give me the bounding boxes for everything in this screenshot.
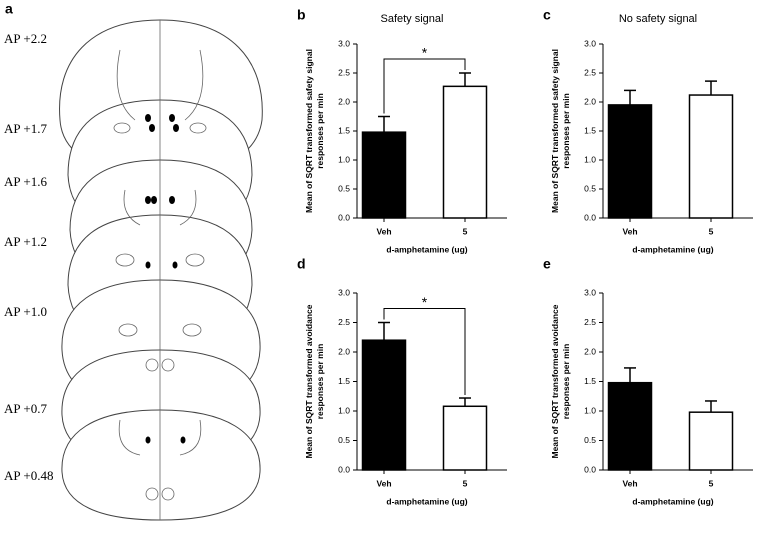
x-axis-label: d-amphetamine (ug) [386, 496, 467, 506]
section-label: AP +0.7 [4, 401, 47, 416]
bar [607, 381, 653, 471]
panel-label: d [297, 256, 306, 272]
section-label: AP +1.0 [4, 304, 47, 319]
y-tick-label: 1.0 [338, 154, 350, 164]
y-tick-label: 1.5 [338, 125, 350, 135]
y-tick-label: 2.5 [338, 317, 350, 327]
y-axis-label-line: Mean of SQRT transformed safety signal [304, 49, 314, 213]
y-axis-label: Mean of SQRT transformed avoidancerespon… [304, 304, 325, 458]
y-axis-label-line: Mean of SQRT transformed safety signal [550, 49, 560, 213]
panel-label: e [543, 256, 551, 272]
bar [442, 405, 488, 471]
y-tick-label: 1.5 [584, 125, 596, 135]
y-axis-label-line: Mean of SQRT transformed avoidance [550, 304, 560, 458]
significance-label: * [422, 45, 428, 61]
y-tick-label: 1.5 [584, 376, 596, 386]
y-tick-label: 3.0 [338, 287, 350, 297]
y-tick-label: 3.0 [584, 287, 596, 297]
y-tick-label: 1.0 [584, 405, 596, 415]
y-tick-label: 0.0 [584, 212, 596, 222]
y-tick-label: 3.0 [584, 38, 596, 48]
x-tick-label: 5 [709, 478, 714, 488]
chart: d 0.0 0.5 1.0 1.5 2.0 2.5 3.0 Mean of SQRT trans… [297, 256, 507, 506]
brain-atlas [59, 19, 263, 521]
bar [442, 85, 488, 219]
panel-label: b [297, 7, 306, 23]
panel-label: a [5, 1, 13, 17]
y-axis-label: Mean of SQRT transformed safety signalre… [550, 49, 571, 213]
significance-label: * [422, 294, 428, 310]
x-axis-label: d-amphetamine (ug) [386, 244, 467, 254]
y-tick-label: 2.5 [584, 67, 596, 77]
y-tick-label: 2.0 [338, 346, 350, 356]
bar [688, 411, 734, 471]
bar [688, 94, 734, 219]
y-tick-label: 1.5 [338, 376, 350, 386]
section-label: AP +1.7 [4, 121, 47, 136]
y-tick-label: 0.0 [338, 212, 350, 222]
y-axis-label-line: responses per min [561, 344, 571, 420]
chart-title: No safety signal [619, 13, 697, 25]
x-tick-label: Veh [376, 478, 391, 488]
significance-bracket [383, 308, 466, 396]
chart-title: Safety signal [381, 13, 444, 25]
x-tick-label: Veh [622, 478, 637, 488]
x-tick-label: 5 [463, 226, 468, 236]
section-label: AP +1.2 [4, 234, 47, 249]
x-axis-label: d-amphetamine (ug) [632, 496, 713, 506]
bar [361, 339, 407, 471]
x-tick-label: Veh [376, 226, 391, 236]
section-label: AP +0.48 [4, 468, 53, 483]
y-tick-label: 0.0 [338, 464, 350, 474]
chart: b Safety signal 0.0 0.5 1.0 1.5 2.0 2.5 3.0 Mean … [297, 7, 507, 254]
y-tick-label: 2.5 [338, 67, 350, 77]
x-tick-label: 5 [463, 478, 468, 488]
y-axis-label-line: responses per min [561, 93, 571, 169]
significance-bracket [383, 58, 466, 114]
y-tick-label: 0.0 [584, 464, 596, 474]
y-tick-label: 2.0 [584, 96, 596, 106]
y-axis-label: Mean of SQRT transformed safety signalre… [304, 49, 325, 213]
x-tick-label: 5 [709, 226, 714, 236]
y-tick-label: 2.0 [584, 346, 596, 356]
y-axis-label-line: responses per min [315, 93, 325, 169]
y-tick-label: 0.5 [584, 183, 596, 193]
y-tick-label: 1.0 [584, 154, 596, 164]
section-label: AP +1.6 [4, 174, 47, 189]
chart: e 0.0 0.5 1.0 1.5 2.0 2.5 3.0 Mean of SQRT trans… [543, 256, 753, 506]
chart: c No safety signal 0.0 0.5 1.0 1.5 2.0 2.5 3.0 Me… [543, 7, 753, 254]
y-axis-label-line: responses per min [315, 344, 325, 420]
section-label: AP +2.2 [4, 31, 47, 46]
y-tick-label: 1.0 [338, 405, 350, 415]
y-axis-label-line: Mean of SQRT transformed avoidance [304, 304, 314, 458]
panel-label: c [543, 7, 551, 23]
section-labels: AP +2.2 AP +1.7 AP +1.6 AP +1.2 AP +1.0 AP +0… [4, 31, 53, 483]
y-tick-label: 0.5 [338, 435, 350, 445]
y-tick-label: 3.0 [338, 38, 350, 48]
x-axis-label: d-amphetamine (ug) [632, 244, 713, 254]
bar [607, 104, 653, 219]
y-tick-label: 2.5 [584, 317, 596, 327]
y-tick-label: 0.5 [584, 435, 596, 445]
y-tick-label: 2.0 [338, 96, 350, 106]
bar [361, 131, 407, 219]
y-axis-label: Mean of SQRT transformed avoidancerespon… [550, 304, 571, 458]
x-tick-label: Veh [622, 226, 637, 236]
y-tick-label: 0.5 [338, 183, 350, 193]
